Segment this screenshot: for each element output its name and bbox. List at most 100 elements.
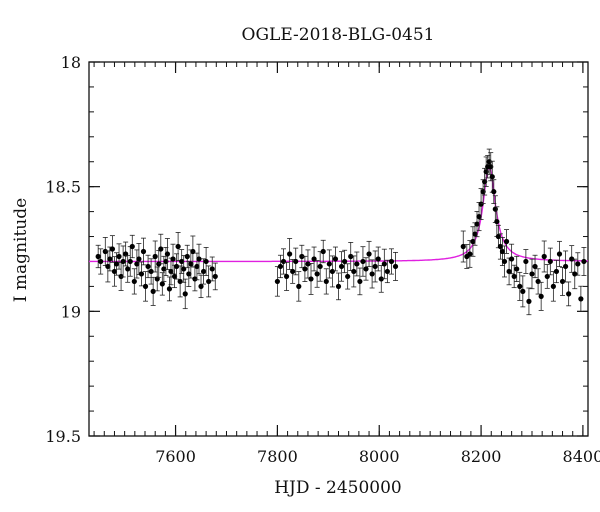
data-point — [332, 256, 339, 262]
y-tick-label: 18 — [61, 53, 81, 72]
data-point — [326, 261, 332, 267]
data-point — [95, 253, 101, 260]
data-point — [495, 233, 501, 240]
data-point — [517, 283, 523, 289]
data-point — [131, 278, 137, 285]
x-tick-label: 7600 — [155, 447, 196, 466]
data-point — [152, 253, 158, 260]
data-point — [127, 258, 133, 265]
data-point — [188, 261, 194, 267]
data-point — [98, 258, 104, 265]
data-point — [293, 258, 299, 265]
data-point — [168, 268, 174, 275]
data-point — [125, 266, 131, 272]
x-tick-label: 8400 — [563, 447, 600, 466]
data-point — [109, 246, 116, 252]
data-point — [320, 248, 326, 255]
data-point — [503, 238, 510, 245]
data-point — [116, 253, 122, 260]
data-point — [148, 268, 154, 275]
x-tick-label: 7800 — [257, 447, 298, 466]
data-point — [161, 266, 167, 272]
data-point — [140, 248, 147, 255]
data-point — [497, 243, 504, 250]
data-point — [206, 278, 212, 285]
data-point — [290, 268, 296, 275]
data-point — [329, 268, 335, 275]
data-point — [338, 263, 345, 270]
data-point — [491, 189, 497, 195]
data-point — [175, 243, 181, 250]
data-point — [472, 231, 478, 237]
data-point — [392, 263, 399, 270]
data-point — [354, 261, 360, 267]
data-point — [335, 283, 342, 289]
data-point — [170, 256, 176, 262]
data-point — [186, 271, 192, 277]
data-point — [314, 271, 320, 277]
data-point — [357, 278, 363, 285]
data-point — [277, 263, 284, 270]
data-point — [575, 261, 581, 267]
data-point — [526, 298, 532, 304]
data-point — [136, 256, 142, 262]
data-point — [478, 201, 484, 207]
data-point — [474, 221, 480, 227]
data-point — [212, 273, 218, 280]
data-point — [378, 276, 384, 282]
x-axis-label: HJD - 2450000 — [274, 478, 402, 498]
data-point — [476, 213, 482, 220]
data-point — [299, 253, 305, 260]
data-point — [145, 263, 151, 270]
data-point — [366, 251, 372, 257]
data-point — [142, 283, 149, 289]
data-point — [177, 278, 183, 285]
data-point — [196, 256, 202, 262]
data-point — [166, 286, 173, 292]
data-point — [209, 266, 215, 272]
data-point — [105, 263, 111, 270]
data-point — [556, 251, 563, 257]
data-point — [572, 271, 578, 277]
data-point — [388, 258, 395, 265]
x-tick-label: 8000 — [359, 447, 400, 466]
data-point — [179, 258, 185, 265]
data-point — [184, 253, 190, 260]
data-point — [384, 268, 390, 275]
data-point — [181, 266, 187, 272]
data-point — [274, 278, 280, 285]
data-point — [198, 283, 204, 289]
data-point — [372, 263, 378, 270]
data-point — [111, 268, 118, 275]
data-point — [190, 248, 196, 255]
data-point — [280, 258, 287, 265]
data-point — [499, 248, 506, 255]
y-tick-label: 19.5 — [45, 427, 81, 446]
data-point — [375, 256, 381, 262]
data-point — [581, 258, 587, 265]
data-point — [523, 258, 529, 265]
data-point — [351, 268, 357, 275]
data-point — [120, 258, 126, 265]
data-point — [317, 263, 323, 270]
data-point — [550, 283, 556, 289]
data-point — [113, 261, 120, 267]
data-point — [535, 278, 541, 285]
data-point — [494, 218, 500, 225]
data-point — [200, 268, 207, 275]
data-point — [467, 251, 473, 257]
data-point — [369, 271, 375, 277]
data-point — [158, 246, 164, 252]
data-point — [296, 283, 302, 289]
data-point — [159, 281, 165, 287]
data-point — [348, 253, 354, 260]
data-point — [138, 271, 145, 277]
data-point — [562, 263, 569, 270]
data-point — [360, 258, 366, 265]
data-point — [118, 273, 124, 280]
data-point — [305, 261, 311, 267]
data-point — [102, 248, 108, 255]
data-point — [323, 278, 329, 285]
data-point — [511, 273, 517, 280]
data-point — [345, 273, 351, 280]
